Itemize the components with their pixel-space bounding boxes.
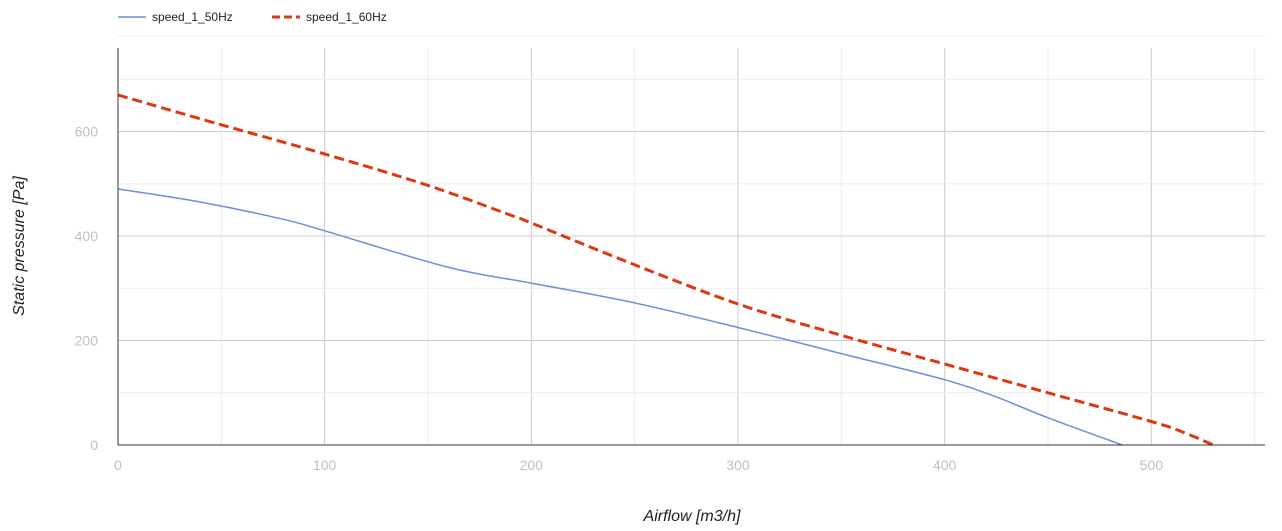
axes <box>117 48 1265 446</box>
x-tick-label: 400 <box>933 457 957 473</box>
legend-label: speed_1_50Hz <box>152 10 233 24</box>
y-tick-label: 200 <box>75 333 99 349</box>
y-tick-label: 0 <box>90 437 98 453</box>
x-tick-label: 300 <box>726 457 750 473</box>
tick-labels: 0 100 200 300 400 500 0 200 400 600 <box>75 124 1164 473</box>
series-line-speed_1_60Hz <box>117 93 1214 447</box>
series-line-speed_1_50Hz <box>117 188 1123 446</box>
y-axis-title: Static pressure [Pa] <box>11 176 28 316</box>
x-tick-label: 0 <box>114 457 122 473</box>
grid <box>118 48 1265 445</box>
x-tick-label: 500 <box>1140 457 1164 473</box>
legend: speed_1_50Hz speed_1_60Hz <box>118 10 387 24</box>
x-axis-title: Airflow [m3/h] <box>643 508 741 525</box>
y-tick-label: 600 <box>75 124 99 140</box>
x-tick-label: 100 <box>313 457 337 473</box>
legend-label: speed_1_60Hz <box>306 10 387 24</box>
x-tick-label: 200 <box>520 457 544 473</box>
series-group <box>117 93 1214 447</box>
y-tick-label: 400 <box>75 228 99 244</box>
